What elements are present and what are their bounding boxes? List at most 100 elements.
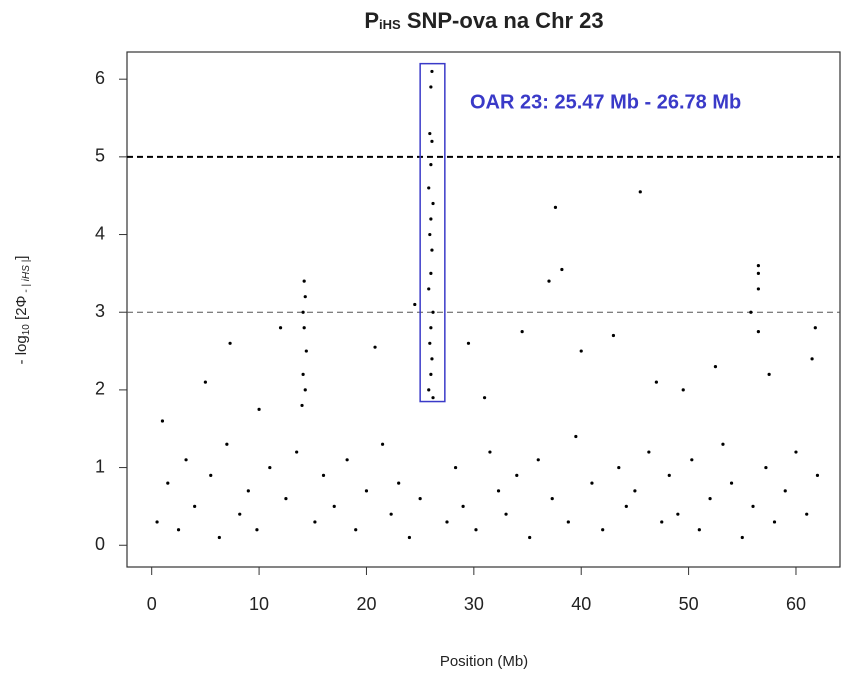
point: [756, 287, 760, 291]
point: [474, 528, 478, 532]
point: [160, 419, 165, 423]
point: [721, 442, 725, 446]
point: [429, 163, 433, 167]
point: [690, 458, 694, 462]
point: [810, 357, 814, 361]
point: [302, 279, 306, 283]
point: [209, 473, 213, 477]
point: [520, 330, 524, 334]
point: [397, 481, 401, 485]
point: [427, 186, 431, 190]
point: [295, 450, 299, 454]
point: [430, 248, 434, 252]
point: [566, 520, 570, 524]
point: [617, 465, 621, 470]
point: [321, 473, 326, 477]
point: [429, 372, 433, 376]
point: [749, 310, 753, 314]
point: [300, 403, 304, 408]
annotation: OAR 23: 25.47 Mb - 26.78 Mb: [470, 91, 741, 113]
point: [217, 535, 221, 540]
point: [805, 512, 809, 516]
point: [547, 279, 551, 283]
point: [764, 465, 768, 470]
point: [380, 442, 385, 446]
point: [427, 287, 431, 291]
point: [238, 512, 242, 516]
x-tick-label: 10: [249, 594, 269, 614]
point: [225, 442, 229, 446]
x-tick-label: 40: [571, 594, 591, 614]
point: [767, 372, 771, 376]
point: [453, 465, 458, 470]
point: [756, 330, 760, 334]
point: [301, 372, 305, 376]
ylabel-sub: 10: [21, 324, 32, 336]
point: [407, 535, 412, 540]
ylabel-sub: - | iHS |: [21, 260, 32, 296]
point: [815, 473, 820, 477]
point: [579, 349, 583, 353]
chart-title: PiHS SNP-ova na Chr 23: [364, 8, 603, 33]
point: [496, 489, 501, 493]
point: [638, 190, 642, 194]
point: [430, 357, 434, 361]
point: [536, 458, 540, 462]
point: [751, 504, 755, 509]
point: [389, 512, 393, 516]
point: [574, 434, 578, 439]
point: [813, 326, 817, 330]
y-tick-label: 4: [95, 223, 105, 243]
point: [729, 481, 734, 485]
point: [550, 497, 554, 501]
point: [255, 528, 259, 532]
point: [633, 489, 637, 493]
y-tick-label: 2: [95, 379, 105, 399]
x-tick-label: 50: [679, 594, 699, 614]
point: [373, 345, 377, 349]
ylabel-part: [2Φ: [13, 295, 30, 324]
point: [428, 131, 432, 136]
point: [445, 520, 449, 524]
title-part: P: [364, 8, 379, 33]
title-sub: iHS: [379, 17, 401, 32]
y-tick-label: 1: [95, 456, 105, 476]
point: [756, 271, 760, 275]
point: [431, 310, 435, 314]
point: [155, 520, 159, 524]
point: [504, 512, 508, 516]
point: [713, 364, 718, 369]
point: [461, 504, 465, 509]
point: [794, 450, 798, 454]
point: [304, 349, 308, 353]
point: [303, 388, 307, 392]
point: [429, 271, 433, 275]
point: [429, 326, 433, 330]
point: [667, 473, 671, 477]
point: [418, 497, 422, 501]
point: [303, 295, 307, 299]
y-tick-label: 5: [95, 146, 105, 166]
point: [601, 528, 605, 532]
point: [257, 407, 261, 411]
point: [428, 341, 432, 345]
point: [166, 481, 170, 485]
point: [284, 497, 288, 501]
point: [364, 489, 369, 493]
point: [740, 535, 744, 540]
point: [708, 497, 712, 501]
point: [590, 481, 594, 485]
point: [345, 458, 349, 462]
point: [354, 528, 358, 532]
highlight-box: [419, 62, 446, 403]
point: [228, 341, 232, 345]
plot-frame: [126, 51, 841, 568]
y-tick-label: 6: [95, 68, 105, 88]
point: [482, 396, 487, 400]
point: [772, 520, 777, 524]
point: [783, 489, 787, 493]
point: [611, 333, 616, 338]
point: [553, 205, 558, 209]
point: [654, 380, 658, 384]
